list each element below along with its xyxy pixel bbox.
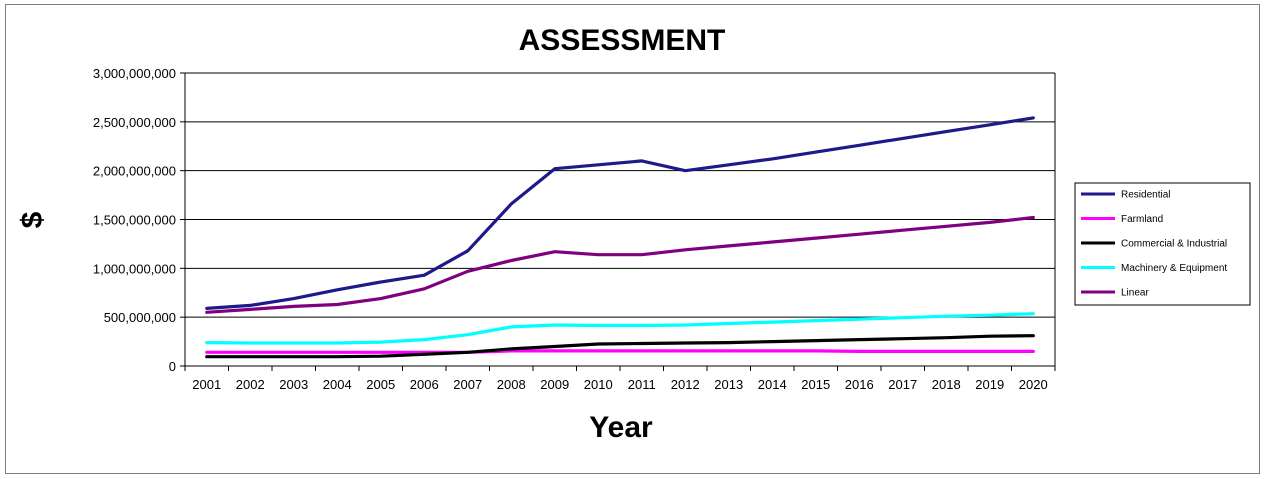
chart-frame xyxy=(5,4,1260,474)
x-tick-label: 2001 xyxy=(192,377,221,392)
x-tick-label: 2017 xyxy=(888,377,917,392)
x-tick-label: 2002 xyxy=(236,377,265,392)
legend-label-linear: Linear xyxy=(1121,288,1149,299)
y-tick-label: 1,500,000,000 xyxy=(93,213,176,228)
legend-label-residential: Residential xyxy=(1121,190,1170,201)
x-tick-label: 2004 xyxy=(323,377,352,392)
x-tick-label: 2010 xyxy=(584,377,613,392)
series-line-farmland xyxy=(205,349,1035,354)
x-tick-label: 2012 xyxy=(671,377,700,392)
legend: Residential Farmland Commercial & Industri… xyxy=(1074,182,1251,306)
x-tick-label: 2019 xyxy=(975,377,1004,392)
x-tick-label: 2015 xyxy=(801,377,830,392)
y-tick-label: 2,500,000,000 xyxy=(93,115,176,130)
legend-label-machinery-equipment: Machinery & Equipment xyxy=(1121,263,1227,274)
plot-area: 0 500,000,000 1,000,000,000 1,500,000,000 2,… xyxy=(93,66,1056,392)
y-tick-label: 2,000,000,000 xyxy=(93,164,176,179)
series-line-residential xyxy=(205,116,1035,310)
y-axis-label: $ xyxy=(16,211,49,228)
y-tick-label: 1,000,000,000 xyxy=(93,261,176,276)
x-tick-label: 2013 xyxy=(714,377,743,392)
series-line-linear xyxy=(205,215,1035,314)
legend-label-commercial-industrial: Commercial & Industrial xyxy=(1121,239,1227,250)
x-tick-label: 2008 xyxy=(497,377,526,392)
y-tick-label: 500,000,000 xyxy=(104,310,176,325)
x-tick-label: 2018 xyxy=(932,377,961,392)
x-tick-label: 2009 xyxy=(540,377,569,392)
x-tick-label: 2016 xyxy=(845,377,874,392)
legend-label-farmland: Farmland xyxy=(1121,214,1163,225)
x-axis-label: Year xyxy=(589,411,653,444)
x-tick-label: 2007 xyxy=(453,377,482,392)
y-tick-label: 0 xyxy=(169,359,176,374)
chart-title: ASSESSMENT xyxy=(519,24,726,57)
series-line-machinery-equipment xyxy=(205,312,1035,345)
x-tick-label: 2006 xyxy=(410,377,439,392)
x-tick-label: 2014 xyxy=(758,377,787,392)
x-tick-label: 2005 xyxy=(366,377,395,392)
series-line-commercial-industrial xyxy=(205,334,1035,359)
x-tick-label: 2011 xyxy=(628,377,656,392)
x-tick-label: 2020 xyxy=(1019,377,1048,392)
y-tick-label: 3,000,000,000 xyxy=(93,66,176,81)
x-tick-label: 2003 xyxy=(279,377,308,392)
